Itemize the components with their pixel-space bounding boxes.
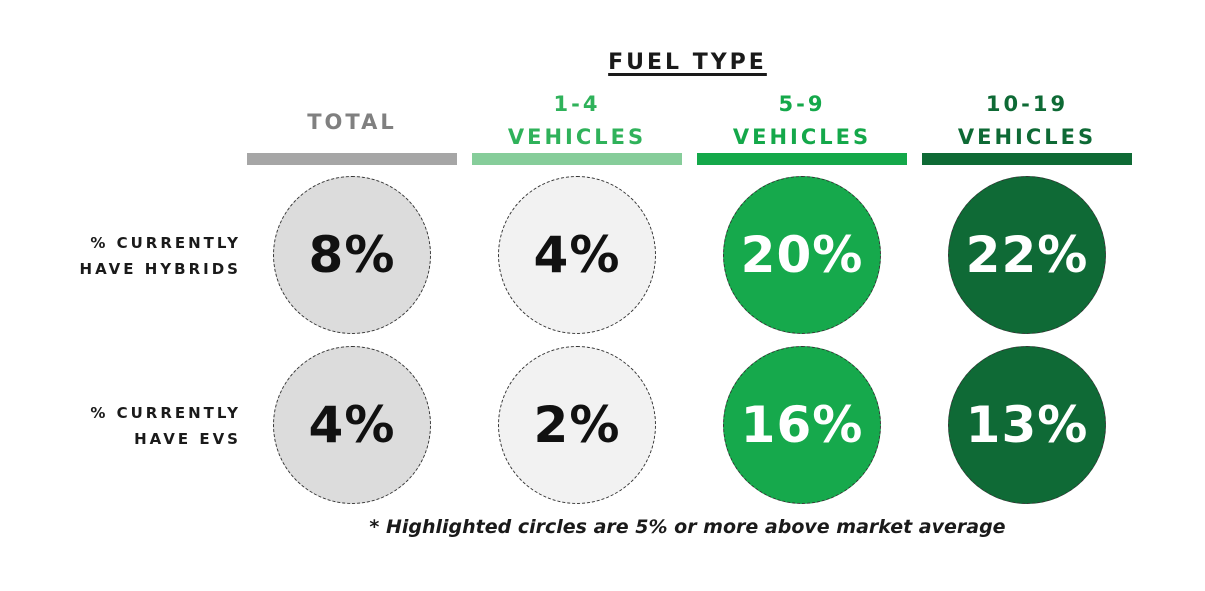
column-header-2: 5-9 VEHICLES: [697, 88, 907, 154]
value-circle: 16%: [723, 346, 881, 504]
value-circle: 4%: [498, 176, 656, 334]
value-circle: 8%: [273, 176, 431, 334]
column-header-3: 10-19 VEHICLES: [922, 88, 1132, 154]
column-header-1: 1-4 VEHICLES: [472, 88, 682, 154]
column-header-line1: 1-4: [553, 92, 601, 116]
value-circle: 22%: [948, 176, 1106, 334]
column-header-0: TOTAL: [247, 88, 457, 139]
column-header-line2: TOTAL: [307, 110, 397, 134]
column-header-line1: 10-19: [985, 92, 1069, 116]
column-bar-3: [922, 153, 1132, 165]
column-header-line1: 5-9: [778, 92, 826, 116]
row-label-line2: HAVE HYBRIDS: [79, 260, 241, 278]
column-header-line2: VEHICLES: [957, 125, 1097, 149]
row-label-0: % CURRENTLY HAVE HYBRIDS: [20, 230, 241, 282]
chart-title: FUEL TYPE: [608, 50, 767, 75]
footnote: * Highlighted circles are 5% or more abo…: [369, 516, 1006, 538]
value-circle: 4%: [273, 346, 431, 504]
column-bar-0: [247, 153, 457, 165]
column-bar-2: [697, 153, 907, 165]
row-label-1: % CURRENTLY HAVE EVS: [20, 400, 241, 452]
value-circle: 2%: [498, 346, 656, 504]
row-label-line2: HAVE EVS: [134, 430, 241, 448]
row-label-line1: % CURRENTLY: [90, 234, 241, 252]
column-bar-1: [472, 153, 682, 165]
value-circle: 20%: [723, 176, 881, 334]
column-header-line2: VEHICLES: [507, 125, 647, 149]
row-label-line1: % CURRENTLY: [90, 404, 241, 422]
value-circle: 13%: [948, 346, 1106, 504]
column-header-line2: VEHICLES: [732, 125, 872, 149]
